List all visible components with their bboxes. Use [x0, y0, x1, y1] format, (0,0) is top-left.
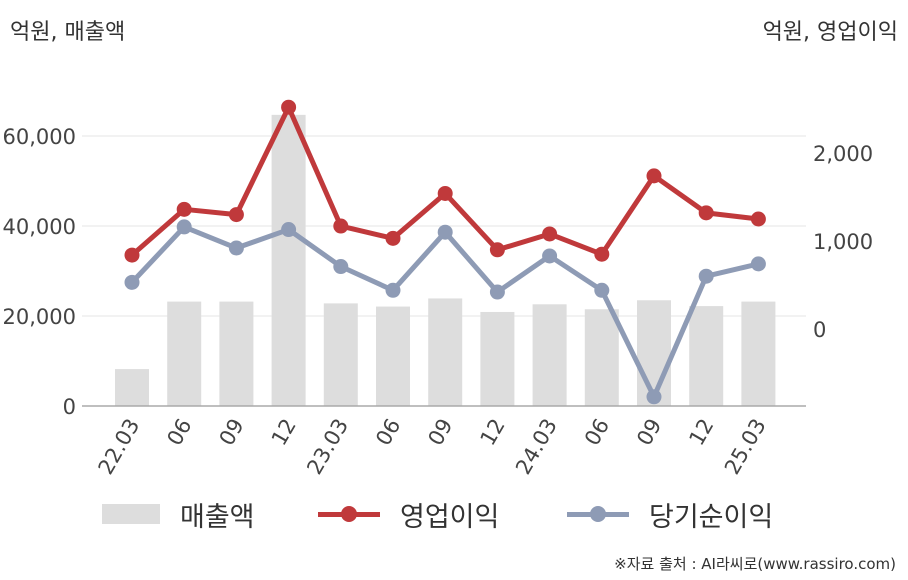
legend-label-net-income: 당기순이익	[649, 501, 774, 533]
x-tick-label: 09	[215, 415, 249, 450]
net-income-point	[333, 259, 349, 275]
right-y-ticks: 0 1,000 2,000	[813, 142, 873, 342]
operating-profit-point	[698, 205, 714, 221]
revenue-bar	[584, 309, 619, 406]
legend-swatch-net-income	[567, 504, 629, 524]
x-tick-label: 12	[476, 415, 510, 450]
right-axis-unit: 억원, 영업이익	[762, 20, 898, 45]
net-income-point	[124, 274, 140, 290]
operating-profit-point	[281, 99, 297, 115]
legend-label-operating-profit: 영업이익	[400, 501, 500, 533]
x-tick-label: 25.03	[720, 415, 771, 479]
source-note: ※자료 출처 : AI라씨로(www.rassiro.com)	[614, 555, 896, 573]
operating-profit-point	[646, 168, 662, 184]
operating-profit-point	[385, 230, 401, 246]
right-y-tick-label: 1,000	[813, 230, 873, 254]
revenue-bar	[637, 300, 671, 406]
x-ticks: 22.03 06 09 12 23.03 06 09 12 24.03 06 09 12 25.03	[93, 415, 770, 479]
operating-profit-point	[124, 247, 140, 263]
x-tick-label: 22.03	[93, 415, 144, 479]
revenue-bar	[115, 369, 149, 406]
left-y-tick-label: 20,000	[3, 305, 76, 329]
net-income-point	[437, 224, 453, 240]
legend: 매출액 영업이익 당기순이익	[0, 494, 908, 534]
net-income-point	[176, 219, 192, 235]
operating-profit-point	[489, 242, 505, 258]
operating-profit-point	[750, 211, 766, 227]
operating-profit-point	[542, 226, 558, 242]
x-tick-label: 09	[423, 415, 457, 450]
legend-label-revenue: 매출액	[180, 501, 255, 533]
net-income-point	[228, 240, 244, 256]
legend-swatch-operating-profit	[318, 504, 380, 524]
revenue-bar	[323, 303, 358, 406]
net-income-point	[542, 248, 558, 264]
x-tick-label: 06	[371, 415, 405, 450]
x-tick-label: 09	[632, 415, 666, 450]
left-y-tick-label: 40,000	[3, 215, 76, 239]
operating-profit-point	[437, 185, 453, 201]
net-income-point	[646, 389, 662, 405]
x-tick-label: 12	[267, 415, 301, 450]
revenue-bar	[167, 301, 202, 406]
left-y-tick-label: 60,000	[3, 125, 76, 149]
right-y-tick-label: 0	[813, 318, 826, 342]
revenue-bar	[271, 114, 306, 406]
net-income-point	[281, 222, 297, 238]
x-tick-label: 24.03	[511, 415, 562, 479]
left-axis-unit: 억원, 매출액	[10, 20, 126, 45]
revenue-bar	[219, 301, 254, 406]
revenue-bar	[532, 304, 567, 406]
revenue-bar	[689, 306, 724, 406]
operating-profit-point	[333, 218, 349, 234]
legend-item-net-income: 당기순이익	[567, 494, 773, 534]
revenue-bar	[428, 298, 463, 406]
operating-profit-series	[124, 99, 766, 263]
legend-item-revenue: 매출액	[102, 494, 255, 534]
legend-item-operating-profit: 영업이익	[318, 494, 499, 534]
x-tick-label: 12	[684, 415, 718, 450]
revenue-bar	[741, 301, 776, 406]
net-income-point	[385, 282, 401, 298]
operating-profit-point	[594, 246, 610, 262]
combo-chart: 0 20,000 40,000 60,000 0 1,000 2,000 22.03 06 0…	[3, 99, 873, 479]
operating-profit-point	[176, 201, 192, 217]
net-income-point	[594, 282, 610, 298]
left-y-tick-label: 0	[63, 395, 76, 419]
left-y-ticks: 0 20,000 40,000 60,000	[3, 125, 76, 419]
net-income-point	[750, 256, 766, 272]
revenue-bars	[115, 114, 776, 406]
legend-swatch-revenue	[102, 504, 160, 524]
revenue-bar	[376, 306, 410, 406]
net-income-series	[124, 219, 766, 405]
right-y-tick-label: 2,000	[813, 142, 873, 166]
x-tick-label: 06	[162, 415, 196, 450]
net-income-point	[489, 284, 505, 300]
operating-profit-point	[228, 207, 244, 223]
net-income-point	[698, 268, 714, 284]
x-tick-label: 23.03	[302, 415, 353, 479]
x-tick-label: 06	[580, 415, 614, 450]
revenue-bar	[480, 311, 515, 406]
